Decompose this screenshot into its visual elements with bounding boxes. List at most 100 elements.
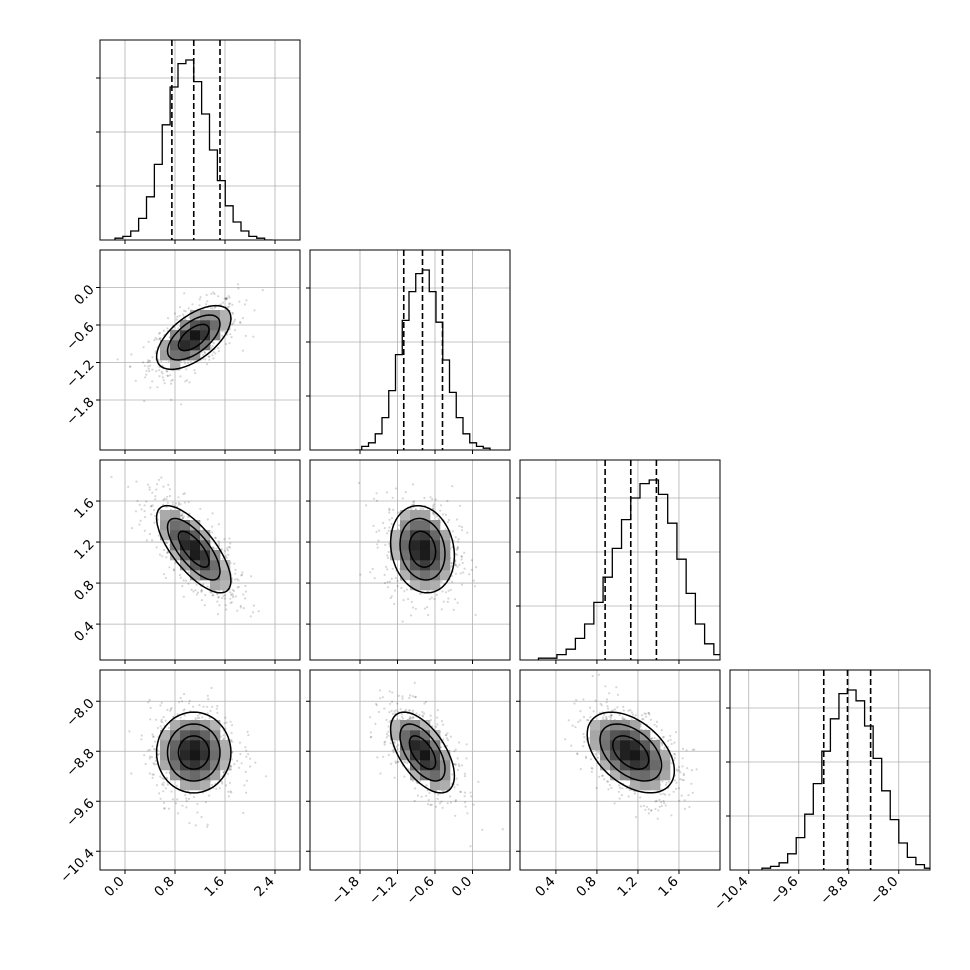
sample-point: [601, 718, 604, 721]
sample-point: [233, 562, 236, 565]
sample-point: [401, 695, 404, 698]
sample-point: [224, 716, 227, 719]
sample-point: [419, 592, 422, 596]
sample-point: [675, 731, 678, 734]
sample-point: [185, 806, 188, 809]
sample-point: [217, 347, 220, 350]
sample-point: [456, 547, 459, 550]
sample-point: [139, 519, 142, 522]
density-cell: [210, 570, 221, 581]
sample-point: [192, 705, 195, 708]
sample-point: [459, 504, 462, 507]
sample-point: [378, 529, 381, 532]
sample-point: [449, 588, 452, 592]
sample-point: [390, 522, 393, 526]
sample-point: [375, 499, 379, 502]
sample-point: [157, 332, 161, 335]
density-cell: [190, 780, 201, 791]
sample-point: [458, 563, 461, 566]
sample-point: [440, 800, 443, 803]
sample-point: [654, 807, 657, 811]
sample-point: [388, 542, 391, 546]
sample-point: [401, 717, 405, 720]
sample-point: [134, 379, 137, 382]
sample-point: [391, 700, 394, 703]
density-cell: [440, 750, 451, 761]
contour-line: [177, 323, 210, 352]
sample-point: [229, 740, 232, 743]
sample-point: [456, 768, 459, 771]
sample-point: [144, 762, 147, 766]
sample-point: [180, 514, 183, 518]
sample-point: [204, 358, 207, 361]
sample-point: [409, 718, 412, 721]
sample-point: [249, 765, 252, 768]
sample-point: [412, 503, 416, 506]
sample-point: [245, 779, 248, 782]
sample-point: [576, 752, 579, 755]
x-tick-label: 0.0: [101, 874, 128, 901]
sample-point: [375, 492, 378, 495]
y-tick-label: −10.4: [57, 846, 98, 887]
sample-point: [370, 735, 373, 738]
contour-line: [177, 735, 210, 770]
sample-point: [242, 607, 245, 610]
sample-point: [187, 516, 190, 519]
sample-point: [166, 370, 169, 373]
sample-point: [466, 531, 469, 534]
density-cell: [410, 580, 421, 591]
density-cell: [420, 550, 431, 561]
sample-point: [427, 590, 430, 593]
sample-point: [210, 347, 213, 350]
sample-point: [639, 796, 642, 799]
sample-point: [217, 523, 220, 526]
density-cell: [200, 560, 211, 571]
sample-point: [241, 571, 244, 574]
sample-point: [151, 356, 154, 359]
sample-point: [442, 738, 445, 741]
sample-point: [446, 520, 449, 524]
panel-content: [369, 681, 504, 848]
sample-point: [642, 804, 646, 808]
sample-point: [143, 504, 146, 507]
sample-point: [243, 303, 247, 306]
sample-point: [148, 532, 152, 536]
sample-point: [606, 780, 610, 783]
sample-point: [439, 509, 442, 512]
sample-point: [454, 598, 457, 601]
sample-point: [232, 589, 235, 593]
sample-point: [573, 702, 576, 705]
sample-point: [230, 758, 234, 761]
sample-point: [212, 342, 215, 345]
sample-point: [655, 799, 658, 802]
sample-point: [158, 331, 162, 334]
sample-point: [194, 824, 197, 827]
sample-point: [155, 546, 158, 549]
density-cell: [200, 730, 211, 741]
sample-point: [145, 373, 148, 376]
sample-point: [454, 748, 457, 751]
sample-point: [200, 590, 203, 593]
sample-point: [414, 607, 417, 610]
density-cell: [180, 530, 191, 541]
density-cell: [420, 560, 431, 571]
sample-point: [158, 511, 161, 514]
sample-point: [155, 763, 158, 766]
sample-point: [234, 572, 237, 575]
contour-line: [599, 723, 663, 782]
sample-point: [145, 369, 148, 372]
sample-point: [594, 699, 597, 702]
x-tick-label: −8.0: [867, 874, 901, 908]
sample-point: [450, 564, 453, 567]
density-cell: [170, 520, 181, 531]
scatter-panel-3-0: −10.4−9.6−8.8−8.00.0 0.8 1.6 2.4: [57, 669, 301, 901]
sample-point: [231, 750, 234, 754]
y-tick-label: −8.8: [63, 746, 97, 780]
sample-point: [225, 342, 228, 346]
density-cell: [420, 740, 431, 751]
sample-point: [463, 795, 466, 798]
y-tick-label: −8.0: [63, 696, 97, 730]
sample-point: [627, 709, 630, 712]
sample-point: [244, 770, 247, 774]
sample-point: [198, 304, 201, 307]
